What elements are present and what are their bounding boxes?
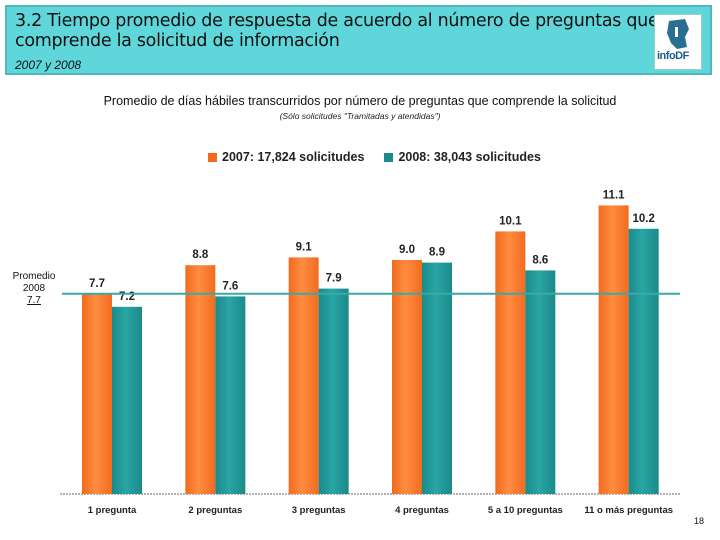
value-label-2007-3: 9.1: [296, 241, 313, 253]
bar-2008-6: [628, 228, 659, 495]
value-label-2008-2: 7.6: [222, 280, 238, 292]
bar-2007-3: [288, 257, 319, 494]
bar-2007-1: [82, 293, 112, 494]
logo-text: infoDF: [657, 50, 689, 62]
page-title-line1: 3.2 Tiempo promedio de respuesta de acue…: [15, 11, 659, 31]
header-banner: 3.2 Tiempo promedio de respuesta de acue…: [5, 5, 712, 75]
value-label-2007-6: 11.1: [603, 189, 625, 201]
page-subtitle: 2007 y 2008: [15, 58, 82, 72]
bar-2007-4: [392, 260, 422, 494]
legend-item-2008: 2008: 38,043 solicitudes: [384, 150, 541, 164]
legend-label-2008: 2008: 38,043 solicitudes: [398, 150, 541, 164]
bar-2008-1: [112, 306, 142, 494]
category-label-4: 4 preguntas: [395, 505, 449, 516]
average-label-line3: 7.7: [27, 295, 41, 306]
bar-2007-5: [495, 231, 526, 494]
page-number: 18: [693, 516, 704, 526]
category-label-2: 2 preguntas: [188, 505, 242, 516]
average-label: Promedio 2008 7.7: [6, 271, 62, 307]
bar-2008-2: [215, 296, 246, 494]
value-label-2007-1: 7.7: [89, 278, 105, 290]
legend-item-2007: 2007: 17,824 solicitudes: [208, 150, 364, 164]
average-label-line2: 2008: [22, 283, 46, 294]
page-title: 3.2 Tiempo promedio de respuesta de acue…: [15, 11, 659, 51]
value-label-2008-4: 8.9: [429, 247, 445, 259]
category-label-3: 3 preguntas: [292, 505, 346, 516]
category-label-5: 5 a 10 preguntas: [488, 505, 563, 516]
infodf-logo: infoDF: [654, 14, 702, 70]
bar-2007-6: [598, 205, 629, 494]
value-label-2007-4: 9.0: [399, 244, 415, 256]
category-label-1: 1 pregunta: [88, 505, 137, 516]
value-label-2008-1: 7.2: [119, 291, 135, 303]
value-label-2008-3: 7.9: [326, 273, 342, 285]
bar-2007-2: [185, 265, 216, 494]
logo-shape-icon: [667, 19, 689, 49]
bar-2008-3: [318, 288, 349, 494]
legend-swatch-2007: [208, 152, 217, 162]
bar-2008-5: [525, 270, 556, 494]
chart-legend: 2007: 17,824 solicitudes 2008: 38,043 so…: [208, 150, 541, 164]
page-title-line2: comprende la solicitud de información: [15, 31, 340, 51]
legend-swatch-2008: [384, 152, 394, 162]
category-label-6: 11 o más preguntas: [584, 505, 673, 516]
chart-subtitle: (Sólo solicitudes "Tramitadas y atendida…: [279, 111, 441, 121]
chart-title: Promedio de días hábiles transcurridos p…: [103, 94, 617, 108]
bar-2008-4: [422, 262, 452, 494]
average-label-line1: Promedio: [12, 271, 56, 282]
value-label-2008-6: 10.2: [632, 213, 654, 225]
value-label-2007-5: 10.1: [499, 215, 522, 227]
value-label-2008-5: 8.6: [532, 254, 548, 266]
legend-label-2007: 2007: 17,824 solicitudes: [222, 150, 365, 164]
value-label-2007-2: 8.8: [192, 249, 209, 261]
